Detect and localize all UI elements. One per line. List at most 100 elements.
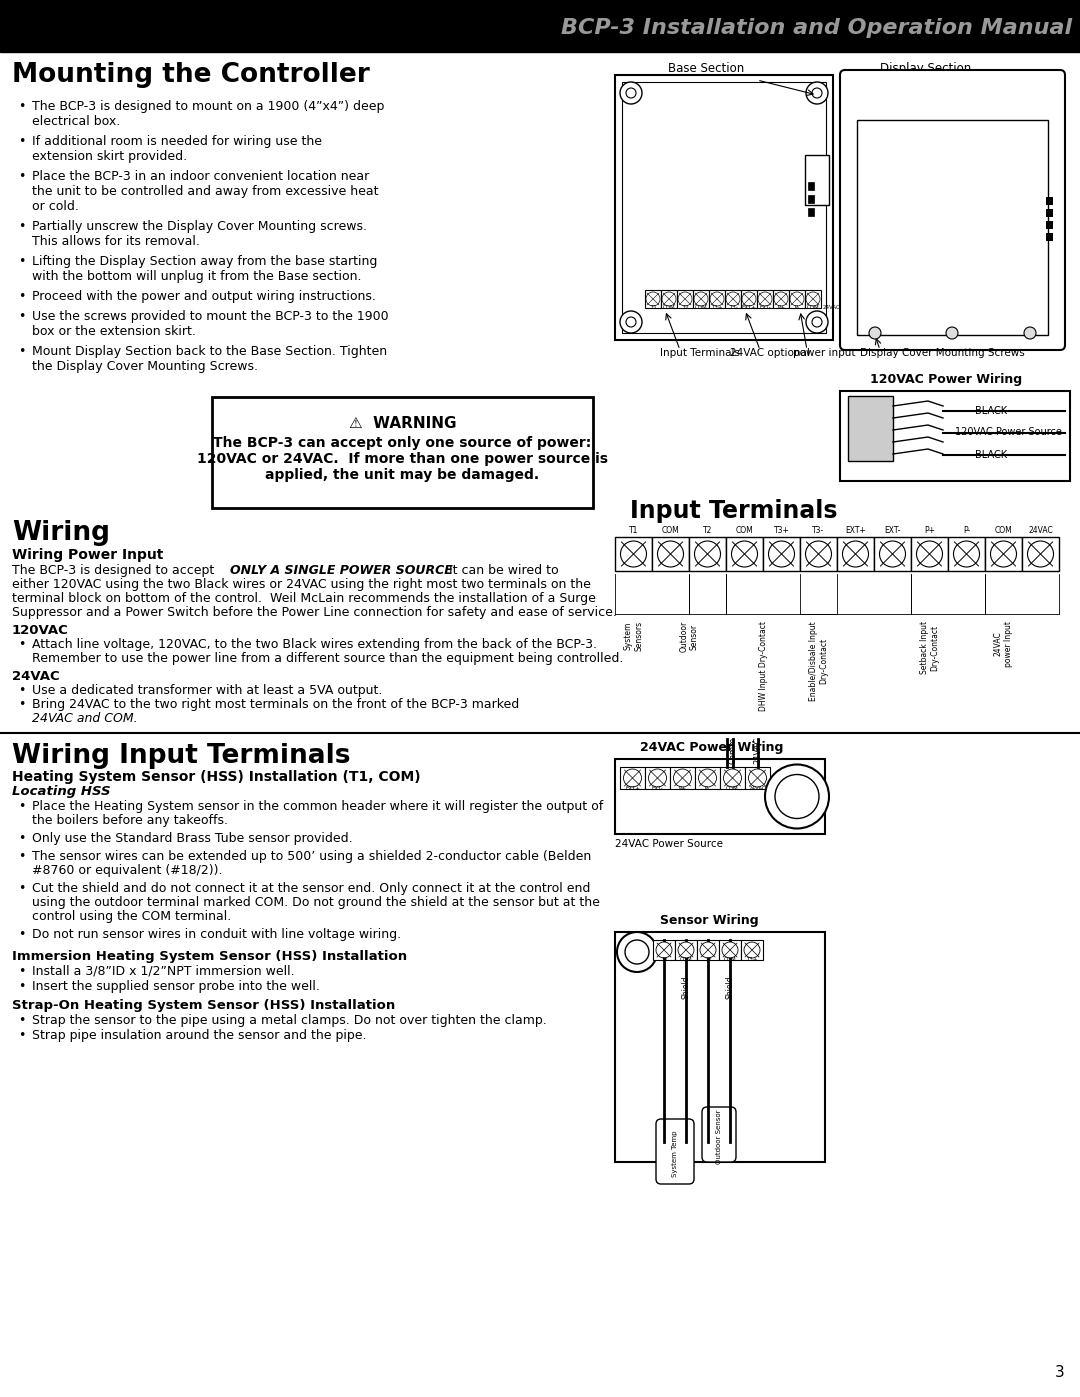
Text: •: • [18, 219, 25, 233]
Circle shape [731, 541, 757, 567]
Text: •: • [18, 170, 25, 183]
Circle shape [774, 292, 788, 306]
Text: •: • [18, 849, 25, 863]
Circle shape [710, 292, 724, 306]
Circle shape [726, 292, 740, 306]
Text: Shield: Shield [681, 975, 690, 999]
Text: or cold.: or cold. [32, 200, 79, 212]
Text: •: • [18, 698, 25, 711]
FancyBboxPatch shape [622, 82, 826, 332]
FancyBboxPatch shape [656, 1119, 694, 1185]
Text: Partially unscrew the Display Cover Mounting screws.: Partially unscrew the Display Cover Moun… [32, 219, 367, 233]
Circle shape [1024, 327, 1036, 339]
Text: Cut the shield and do not connect it at the sensor end. Only connect it at the c: Cut the shield and do not connect it at … [32, 882, 591, 895]
Text: 120VAC Power Source: 120VAC Power Source [955, 427, 1062, 437]
Circle shape [699, 768, 716, 787]
Text: T2: T2 [704, 957, 712, 963]
Circle shape [678, 292, 692, 306]
Text: Comm: Comm [728, 738, 737, 764]
Text: EXT+: EXT+ [625, 787, 640, 791]
Text: T2: T2 [703, 527, 712, 535]
Bar [689, 536, 726, 571]
Text: EXT+: EXT+ [845, 527, 866, 535]
Bar [762, 536, 800, 571]
Text: EXT-: EXT- [651, 787, 663, 791]
Text: The sensor wires can be extended up to 500’ using a shielded 2-conductor cable (: The sensor wires can be extended up to 5… [32, 849, 591, 863]
Text: •: • [18, 638, 25, 651]
Bar [726, 536, 762, 571]
Text: •: • [18, 833, 25, 845]
Text: COM: COM [995, 527, 1012, 535]
Circle shape [812, 317, 822, 327]
Circle shape [625, 940, 649, 964]
Text: The BCP-3 is designed to accept: The BCP-3 is designed to accept [12, 564, 218, 577]
Circle shape [621, 541, 647, 567]
Bar [645, 291, 661, 307]
Text: Attach line voltage, 120VAC, to the two Black wires extending from the back of t: Attach line voltage, 120VAC, to the two … [32, 638, 597, 651]
Text: P+: P+ [678, 787, 687, 791]
Text: power input: power input [793, 348, 855, 358]
Text: Strap the sensor to the pipe using a metal clamps. Do not over tighten the clamp: Strap the sensor to the pipe using a met… [32, 1014, 546, 1027]
Circle shape [765, 764, 829, 828]
Text: 3: 3 [1055, 1365, 1065, 1380]
Text: Outdoor Sensor: Outdoor Sensor [716, 1109, 723, 1164]
Text: This allows for its removal.: This allows for its removal. [32, 235, 200, 249]
Bar [773, 291, 789, 307]
Text: extension skirt provided.: extension skirt provided. [32, 149, 187, 163]
FancyBboxPatch shape [615, 75, 833, 339]
Text: P-: P- [705, 787, 710, 791]
Text: T1: T1 [661, 957, 667, 963]
Bar [948, 536, 985, 571]
Text: T1: T1 [629, 527, 638, 535]
FancyBboxPatch shape [702, 1106, 735, 1162]
Text: BLACK: BLACK [975, 450, 1008, 460]
Bar [620, 767, 645, 789]
Bar [808, 208, 814, 217]
Circle shape [758, 292, 772, 306]
Text: COM: COM [724, 957, 737, 963]
Text: •: • [18, 981, 25, 993]
Text: Suppressor and a Power Switch before the Power Line connection for safety and ea: Suppressor and a Power Switch before the… [12, 606, 617, 619]
Circle shape [990, 541, 1016, 567]
Circle shape [842, 541, 868, 567]
Text: Setback Input
Dry-Contact: Setback Input Dry-Contact [920, 622, 940, 675]
Text: •: • [18, 928, 25, 942]
Bar [805, 291, 821, 307]
Bar [874, 536, 912, 571]
Text: Enable/Disbale Input
Dry-Contact: Enable/Disbale Input Dry-Contact [809, 622, 828, 701]
Bar [1047, 221, 1053, 229]
Circle shape [879, 541, 905, 567]
Bar [741, 291, 757, 307]
Bar [848, 395, 893, 461]
Text: System Temp: System Temp [672, 1130, 678, 1178]
Bar [675, 940, 697, 960]
Text: COM: COM [735, 527, 754, 535]
Text: using the outdoor terminal marked COM. Do not ground the shield at the sensor bu: using the outdoor terminal marked COM. D… [32, 895, 599, 909]
Text: ⚠  WARNING: ⚠ WARNING [349, 416, 456, 432]
Text: Display Cover Mounting Screws: Display Cover Mounting Screws [860, 348, 1025, 358]
Bar [720, 767, 745, 789]
Text: •: • [18, 345, 25, 358]
Text: 24VAC: 24VAC [823, 305, 840, 310]
Circle shape [806, 292, 820, 306]
Text: •: • [18, 101, 25, 113]
Bar [652, 536, 689, 571]
Text: The BCP-3 is designed to mount on a 1900 (4”x4”) deep: The BCP-3 is designed to mount on a 1900… [32, 101, 384, 113]
Bar [719, 940, 741, 960]
Text: the unit to be controlled and away from excessive heat: the unit to be controlled and away from … [32, 184, 378, 198]
Text: Mounting the Controller: Mounting the Controller [12, 61, 369, 88]
Text: •: • [18, 882, 25, 895]
Text: Heating System Sensor (HSS) Installation (T1, COM): Heating System Sensor (HSS) Installation… [12, 770, 420, 784]
Bar [693, 291, 708, 307]
Text: 24VAC and COM.: 24VAC and COM. [32, 712, 137, 725]
Text: .  It can be wired to: . It can be wired to [437, 564, 558, 577]
Circle shape [626, 88, 636, 98]
Text: box or the extension skirt.: box or the extension skirt. [32, 326, 195, 338]
Circle shape [626, 317, 636, 327]
Text: Place the BCP-3 in an indoor convenient location near: Place the BCP-3 in an indoor convenient … [32, 170, 369, 183]
Text: Strap-On Heating System Sensor (HSS) Installation: Strap-On Heating System Sensor (HSS) Ins… [12, 999, 395, 1011]
Circle shape [694, 292, 708, 306]
Text: Install a 3/8”ID x 1/2”NPT immersion well.: Install a 3/8”ID x 1/2”NPT immersion wel… [32, 965, 295, 978]
Text: BCP-3 Installation and Operation Manual: BCP-3 Installation and Operation Manual [561, 18, 1072, 38]
Text: COM: COM [679, 957, 692, 963]
